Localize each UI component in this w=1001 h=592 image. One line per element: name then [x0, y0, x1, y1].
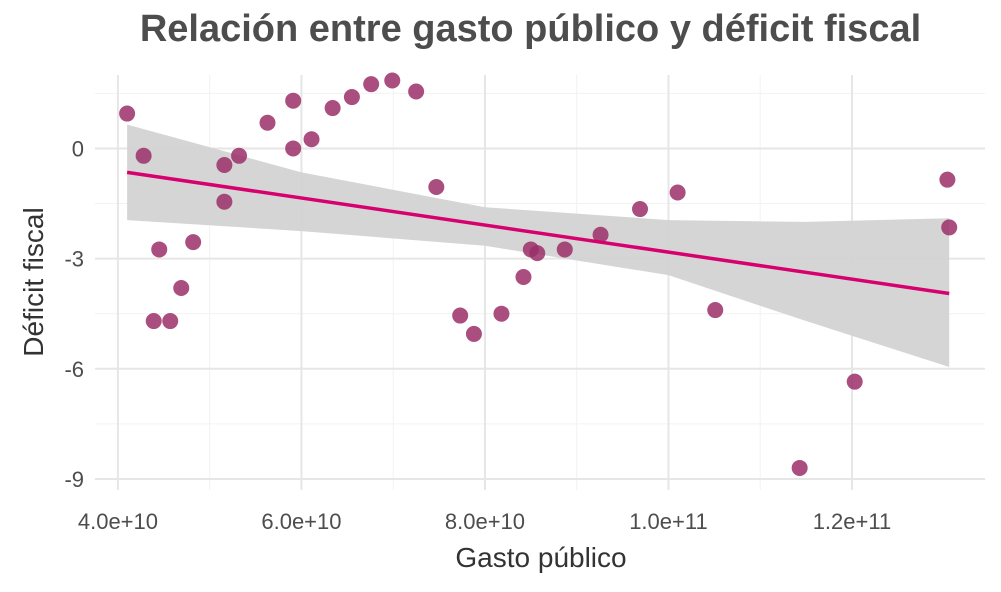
- data-point: [452, 307, 469, 324]
- data-point: [939, 171, 956, 188]
- data-point: [135, 147, 152, 164]
- data-point: [493, 305, 510, 322]
- data-point: [669, 184, 686, 201]
- data-point: [941, 219, 958, 236]
- data-point: [632, 201, 649, 218]
- x-tick-label: 1.2e+11: [813, 509, 892, 534]
- axis-labels: 4.0e+10 6.0e+10 8.0e+10 1.0e+11 1.2e+11 -9 -6 -…: [64, 136, 891, 534]
- data-point: [145, 313, 162, 330]
- x-axis-title: Gasto público: [455, 542, 626, 573]
- data-point: [529, 245, 546, 262]
- data-point: [343, 89, 360, 106]
- data-point: [151, 241, 168, 258]
- data-point: [515, 268, 532, 285]
- data-point: [119, 105, 136, 122]
- y-axis-title: Déficit fiscal: [18, 207, 49, 356]
- x-tick-label: 4.0e+10: [78, 509, 158, 534]
- y-tick-label: 0: [72, 136, 84, 161]
- data-point: [303, 131, 320, 148]
- data-point: [285, 92, 302, 109]
- data-point: [185, 234, 202, 251]
- data-point: [592, 226, 609, 243]
- data-point: [162, 313, 179, 330]
- x-tick-label: 1.0e+11: [629, 509, 708, 534]
- data-point: [324, 100, 341, 117]
- data-point: [465, 325, 482, 342]
- data-point: [846, 373, 863, 390]
- data-point: [231, 147, 248, 164]
- points-layer: [119, 72, 958, 476]
- data-point: [428, 179, 445, 196]
- x-tick-label: 8.0e+10: [445, 509, 525, 534]
- y-tick-label: -3: [64, 247, 84, 272]
- data-point: [707, 302, 724, 319]
- data-point: [791, 459, 808, 476]
- data-point: [384, 72, 401, 89]
- grid: [95, 75, 985, 490]
- data-point: [259, 114, 276, 131]
- data-point: [285, 140, 302, 157]
- chart-title: Relación entre gasto público y déficit f…: [139, 8, 922, 50]
- data-point: [216, 193, 233, 210]
- data-point: [408, 83, 425, 100]
- data-point: [173, 280, 190, 297]
- data-point: [556, 241, 573, 258]
- data-point: [216, 156, 233, 173]
- x-tick-label: 6.0e+10: [261, 509, 341, 534]
- y-tick-label: -9: [64, 467, 84, 492]
- regression-line: [126, 170, 950, 296]
- fit-line-layer: [126, 170, 950, 296]
- y-tick-label: -6: [64, 357, 84, 382]
- data-point: [363, 76, 380, 93]
